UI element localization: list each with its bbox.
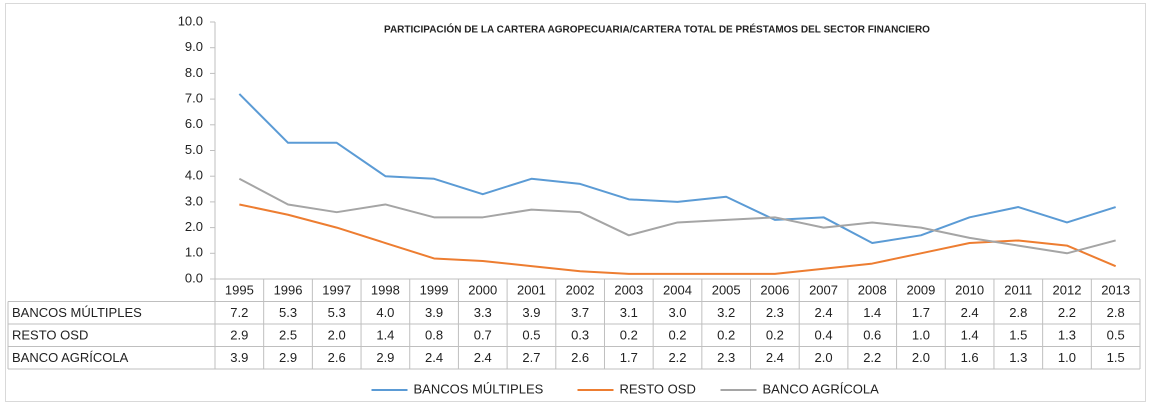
- x-tick-label: 2004: [663, 283, 692, 298]
- chart-border: [5, 3, 1146, 402]
- table-cell: 5.3: [279, 305, 297, 320]
- series-line: [238, 93, 1116, 245]
- table-cell: 1.5: [1009, 328, 1027, 343]
- table-cell: 5.3: [328, 305, 346, 320]
- table-cell: 3.3: [474, 305, 492, 320]
- table-cell: 3.2: [717, 305, 735, 320]
- table-cell: 3.9: [230, 350, 248, 365]
- table-cell: 0.2: [717, 328, 735, 343]
- table-cell: 2.5: [279, 328, 297, 343]
- x-tick-label: 2011: [1004, 283, 1032, 298]
- table-cell: 2.2: [1058, 305, 1076, 320]
- x-tick-label: 2010: [955, 283, 984, 298]
- x-tick-label: 1998: [371, 283, 400, 298]
- table-row-label: RESTO OSD: [12, 328, 88, 343]
- x-tick-label: 1995: [225, 283, 254, 298]
- series-line: [239, 203, 1117, 275]
- x-tick-label: 2005: [712, 283, 741, 298]
- table-cell: 0.2: [766, 328, 784, 343]
- table-cell: 2.7: [522, 350, 540, 365]
- table-row-label: BANCO AGRÍCOLA: [12, 350, 129, 365]
- table-cell: 2.8: [1009, 305, 1027, 320]
- y-tick-label: 0.0: [185, 270, 203, 285]
- table-cell: 0.8: [425, 328, 443, 343]
- y-tick-label: 9.0: [185, 39, 203, 54]
- table-row-label: BANCOS MÚLTIPLES: [12, 305, 142, 320]
- table-cell: 1.4: [863, 305, 881, 320]
- x-tick-label: 2012: [1053, 283, 1082, 298]
- legend-label: BANCO AGRÍCOLA: [763, 381, 880, 396]
- chart-title: PARTICIPACIÓN DE LA CARTERA AGROPECUARIA…: [384, 23, 930, 36]
- y-tick-label: 5.0: [185, 142, 203, 157]
- x-tick-label: 1997: [322, 283, 351, 298]
- series-line: [238, 177, 1116, 255]
- x-tick-label: 2006: [760, 283, 789, 298]
- table-cell: 2.2: [668, 350, 686, 365]
- y-tick-label: 4.0: [185, 168, 203, 183]
- table-cell: 1.3: [1058, 328, 1076, 343]
- x-tick-label: 1996: [274, 283, 303, 298]
- table-cell: 2.9: [279, 350, 297, 365]
- legend-label: BANCOS MÚLTIPLES: [414, 381, 544, 396]
- table-cell: 1.5: [1107, 350, 1125, 365]
- table-cell: 3.1: [620, 305, 638, 320]
- legend-label: RESTO OSD: [620, 381, 696, 396]
- table-cell: 2.6: [571, 350, 589, 365]
- table-cell: 2.3: [717, 350, 735, 365]
- table-cell: 2.3: [766, 305, 784, 320]
- y-tick-label: 3.0: [185, 193, 203, 208]
- table-cell: 0.6: [863, 328, 881, 343]
- table-cell: 3.7: [571, 305, 589, 320]
- table-cell: 2.0: [328, 328, 346, 343]
- table-cell: 2.6: [328, 350, 346, 365]
- x-tick-label: 2002: [566, 283, 595, 298]
- table-cell: 2.4: [425, 350, 443, 365]
- x-tick-label: 2003: [614, 283, 643, 298]
- table-cell: 2.9: [376, 350, 394, 365]
- table-cell: 1.6: [961, 350, 979, 365]
- table-cell: 2.4: [474, 350, 492, 365]
- table-cell: 4.0: [376, 305, 394, 320]
- table-cell: 0.3: [571, 328, 589, 343]
- table-cell: 2.2: [863, 350, 881, 365]
- y-tick-label: 1.0: [185, 245, 203, 260]
- table-cell: 2.0: [815, 350, 833, 365]
- table-cell: 0.2: [668, 328, 686, 343]
- table-cell: 2.4: [766, 350, 784, 365]
- table-cell: 1.4: [961, 328, 979, 343]
- y-tick-label: 7.0: [185, 91, 203, 106]
- table-cell: 0.5: [1107, 328, 1125, 343]
- x-tick-label: 1999: [420, 283, 449, 298]
- table-cell: 1.0: [1058, 350, 1076, 365]
- table-cell: 1.7: [620, 350, 638, 365]
- y-tick-label: 8.0: [185, 65, 203, 80]
- table-cell: 7.2: [230, 305, 248, 320]
- table-cell: 0.4: [815, 328, 833, 343]
- table-cell: 2.9: [230, 328, 248, 343]
- table-cell: 0.5: [522, 328, 540, 343]
- table-cell: 3.9: [425, 305, 443, 320]
- table-cell: 0.2: [620, 328, 638, 343]
- x-tick-label: 2013: [1101, 283, 1130, 298]
- table-cell: 3.9: [522, 305, 540, 320]
- table-cell: 1.4: [376, 328, 394, 343]
- y-tick-label: 10.0: [178, 13, 203, 28]
- table-cell: 2.4: [815, 305, 833, 320]
- table-cell: 1.0: [912, 328, 930, 343]
- x-tick-label: 2000: [468, 283, 497, 298]
- table-cell: 2.8: [1107, 305, 1125, 320]
- table-cell: 1.7: [912, 305, 930, 320]
- table-cell: 1.3: [1009, 350, 1027, 365]
- table-cell: 0.7: [474, 328, 492, 343]
- table-cell: 3.0: [668, 305, 686, 320]
- y-tick-label: 2.0: [185, 219, 203, 234]
- x-tick-label: 2008: [858, 283, 887, 298]
- table-cell: 2.4: [961, 305, 979, 320]
- x-tick-label: 2001: [517, 283, 546, 298]
- table-cell: 2.0: [912, 350, 930, 365]
- x-tick-label: 2009: [906, 283, 935, 298]
- y-tick-label: 6.0: [185, 116, 203, 131]
- x-tick-label: 2007: [809, 283, 838, 298]
